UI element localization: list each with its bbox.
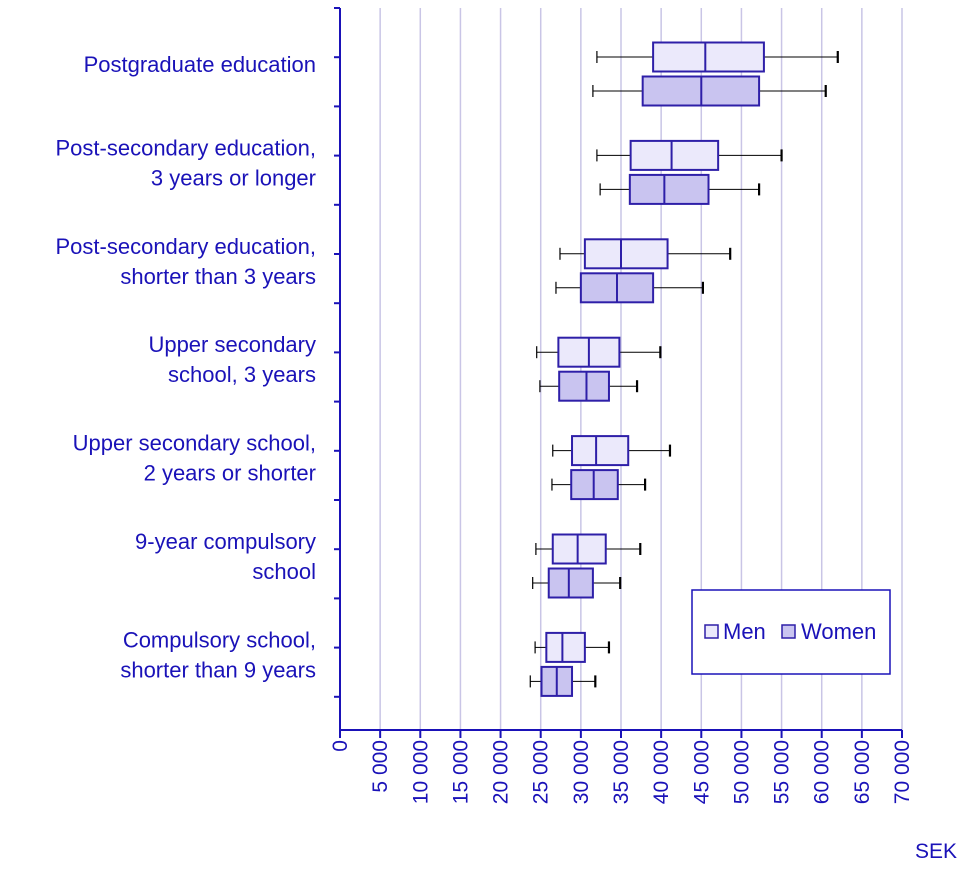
legend-swatch (704, 624, 719, 639)
box-women (539, 370, 639, 402)
iqr-box (652, 41, 765, 73)
x-tick-label: 20 000 (490, 740, 513, 804)
x-tick-label: 0 (329, 740, 352, 752)
x-tick-label: 35 000 (610, 740, 633, 804)
x-tick-label: 15 000 (449, 740, 472, 804)
category-label: 9-year compulsory (135, 529, 316, 554)
axis-layer: 0 5 000 10 000 15 000 20 000 25 000 30 000 35 0… (329, 7, 914, 804)
legend-swatch (781, 624, 796, 639)
box-layer (529, 41, 839, 697)
category-label: 2 years or shorter (144, 461, 316, 486)
x-tick-label: 40 000 (650, 740, 673, 804)
category-label: Post-secondary education, (56, 234, 317, 259)
x-tick-label: 60 000 (811, 740, 834, 804)
iqr-box (629, 139, 720, 171)
box-women (555, 272, 704, 304)
box-women (551, 469, 647, 501)
x-tick-label: 65 000 (851, 740, 874, 804)
category-label: school, 3 years (168, 362, 316, 387)
iqr-box (547, 567, 594, 599)
x-tick-label: 30 000 (570, 740, 593, 804)
iqr-box (545, 631, 586, 663)
box-men (552, 435, 672, 467)
x-tick-label: 45 000 (690, 740, 713, 804)
box-women (532, 567, 622, 599)
category-label: Postgraduate education (84, 52, 316, 77)
x-tick-label: 5 000 (369, 740, 392, 793)
x-tick-label: 70 000 (891, 740, 914, 804)
box-men (596, 139, 783, 171)
x-tick-label: 10 000 (409, 740, 432, 804)
box-women (529, 665, 597, 697)
category-label: Upper secondary (148, 332, 316, 357)
category-label: shorter than 9 years (120, 657, 316, 682)
category-label: Upper secondary school, (73, 431, 316, 456)
box-men (534, 631, 611, 663)
legend: Men Women (691, 589, 891, 675)
iqr-box (628, 173, 710, 205)
legend-label: Women (801, 619, 876, 644)
category-label: Post-secondary education, (56, 135, 317, 160)
box-men (596, 41, 839, 73)
iqr-box (583, 238, 669, 270)
iqr-box (551, 533, 607, 565)
x-tick-label: 55 000 (771, 740, 794, 804)
box-men (535, 533, 642, 565)
x-tick-label: 50 000 (730, 740, 753, 804)
category-label: shorter than 3 years (120, 264, 316, 289)
legend-label: Men (723, 619, 766, 644)
category-label: Compulsory school, (123, 627, 316, 652)
x-tick-label: 25 000 (530, 740, 553, 804)
box-women (599, 173, 761, 205)
box-men (559, 238, 732, 270)
category-label: school (252, 559, 316, 584)
category-label: 3 years or longer (151, 165, 316, 190)
box-women (592, 75, 827, 107)
iqr-box (571, 435, 630, 467)
iqr-box (558, 370, 610, 402)
x-axis-unit-label: SEK (915, 840, 957, 863)
box-men (536, 336, 662, 368)
label-layer: Postgraduate education Post-secondary edu… (56, 52, 317, 682)
